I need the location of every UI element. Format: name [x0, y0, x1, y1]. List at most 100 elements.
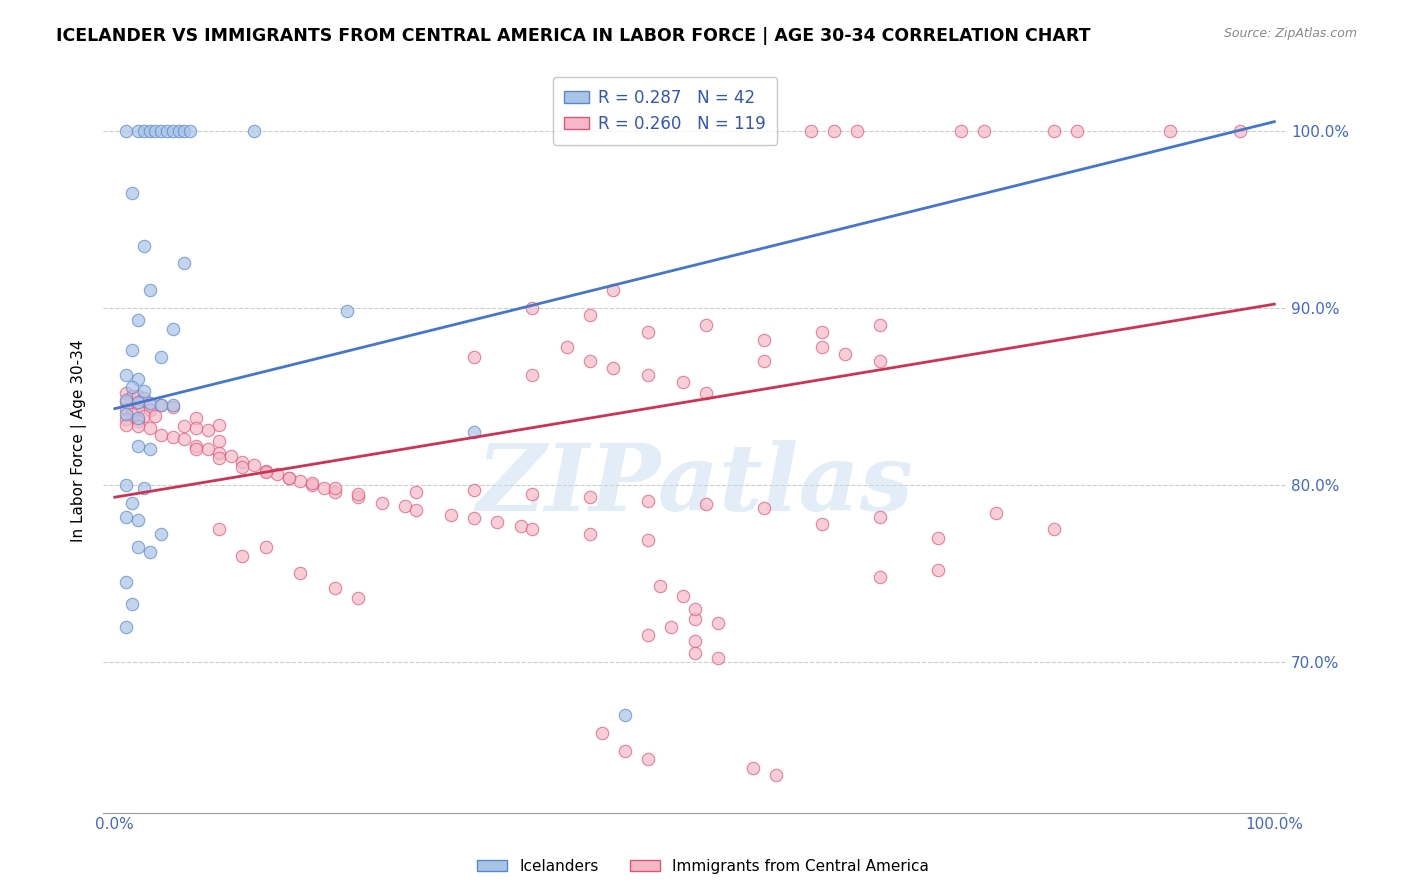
Point [695, 318, 717, 333]
Point [405, 484, 427, 499]
Point [208, 522, 231, 536]
Point [138, 123, 160, 137]
Y-axis label: In Labor Force | Age 30-34: In Labor Force | Age 30-34 [72, 339, 87, 541]
Legend: Icelanders, Immigrants from Central America: Icelanders, Immigrants from Central Amer… [471, 853, 935, 880]
Point [184, 439, 207, 453]
Legend: R = 0.287   N = 42, R = 0.260   N = 119: R = 0.287 N = 42, R = 0.260 N = 119 [553, 77, 778, 145]
Point [614, 743, 637, 757]
Point [765, 768, 787, 782]
Point [138, 442, 160, 457]
Point [127, 414, 149, 428]
Point [138, 421, 160, 435]
Point [254, 540, 277, 554]
Point [121, 495, 143, 509]
Point [173, 419, 195, 434]
Point [869, 509, 891, 524]
Point [173, 256, 195, 270]
Point [231, 455, 253, 469]
Point [602, 283, 624, 297]
Point [219, 450, 242, 464]
Point [162, 430, 184, 444]
Point [127, 371, 149, 385]
Point [138, 545, 160, 559]
Point [637, 368, 659, 382]
Point [121, 407, 143, 421]
Point [312, 481, 335, 495]
Point [602, 360, 624, 375]
Point [973, 123, 995, 137]
Point [127, 389, 149, 403]
Point [579, 490, 602, 504]
Point [811, 340, 834, 354]
Point [121, 186, 143, 200]
Point [115, 509, 138, 524]
Point [869, 353, 891, 368]
Point [132, 481, 155, 495]
Point [156, 123, 179, 137]
Point [1229, 123, 1251, 137]
Point [486, 515, 509, 529]
Point [695, 385, 717, 400]
Point [522, 368, 544, 382]
Point [301, 478, 323, 492]
Point [845, 123, 868, 137]
Point [121, 389, 143, 403]
Point [208, 434, 231, 448]
Point [927, 563, 949, 577]
Point [254, 466, 277, 480]
Point [927, 531, 949, 545]
Point [208, 451, 231, 466]
Point [522, 301, 544, 315]
Point [648, 579, 671, 593]
Point [1043, 522, 1066, 536]
Point [115, 123, 138, 137]
Point [127, 540, 149, 554]
Point [637, 493, 659, 508]
Point [695, 497, 717, 511]
Point [127, 403, 149, 417]
Point [323, 581, 346, 595]
Point [509, 518, 531, 533]
Point [138, 403, 160, 417]
Point [555, 340, 578, 354]
Point [208, 417, 231, 432]
Point [637, 326, 659, 340]
Point [336, 304, 359, 318]
Point [522, 486, 544, 500]
Point [522, 522, 544, 536]
Point [1043, 123, 1066, 137]
Point [162, 398, 184, 412]
Point [127, 123, 149, 137]
Point [115, 401, 138, 416]
Point [173, 123, 195, 137]
Point [243, 458, 266, 473]
Point [290, 566, 312, 581]
Point [347, 490, 370, 504]
Point [1159, 123, 1181, 137]
Point [614, 708, 637, 723]
Point [463, 425, 485, 439]
Point [150, 398, 173, 412]
Point [145, 123, 167, 137]
Point [440, 508, 463, 522]
Point [707, 615, 730, 630]
Point [127, 439, 149, 453]
Point [277, 471, 299, 485]
Point [591, 726, 613, 740]
Point [984, 506, 1007, 520]
Point [579, 527, 602, 541]
Point [463, 483, 485, 497]
Point [231, 549, 253, 563]
Point [823, 123, 845, 137]
Point [347, 486, 370, 500]
Point [254, 464, 277, 478]
Point [150, 398, 173, 412]
Point [115, 368, 138, 382]
Point [672, 590, 695, 604]
Point [127, 394, 149, 409]
Text: Source: ZipAtlas.com: Source: ZipAtlas.com [1223, 27, 1357, 40]
Point [741, 761, 763, 775]
Point [145, 409, 167, 423]
Point [150, 351, 173, 365]
Point [243, 123, 266, 137]
